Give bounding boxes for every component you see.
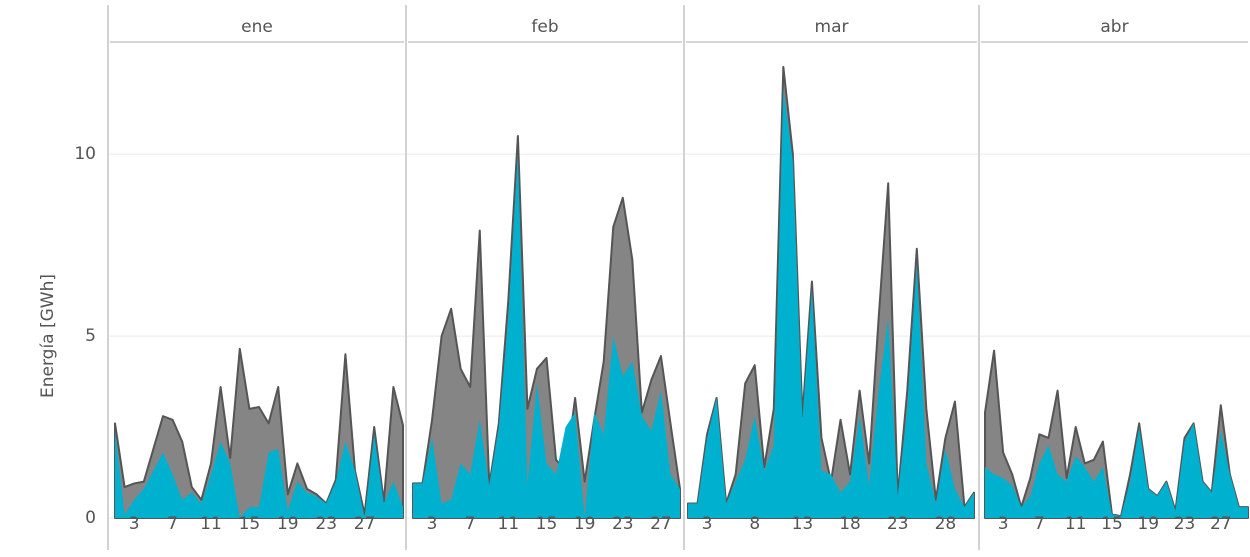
facet-title: mar: [815, 17, 849, 37]
x-tick-label: 3: [427, 514, 438, 534]
y-axis-label: Energía [GWh]: [38, 274, 58, 398]
area: [115, 430, 403, 518]
x-tick-label: 7: [465, 514, 476, 534]
y-tick-label: 0: [85, 508, 96, 528]
x-tick-label: 11: [1065, 514, 1087, 534]
x-tick-label: 13: [792, 514, 814, 534]
area: [688, 88, 974, 519]
x-tick-label: 19: [1137, 514, 1159, 534]
facet-title: feb: [531, 17, 558, 37]
y-tick-label: 5: [85, 326, 96, 346]
x-tick-label: 11: [498, 514, 520, 534]
x-tick-label: 15: [239, 514, 261, 534]
x-tick-label: 7: [167, 514, 178, 534]
x-tick-label: 23: [612, 514, 634, 534]
x-tick-label: 27: [1210, 514, 1232, 534]
x-tick-label: 19: [277, 514, 299, 534]
x-tick-label: 23: [887, 514, 909, 534]
x-tick-label: 27: [650, 514, 672, 534]
x-tick-label: 8: [749, 514, 760, 534]
x-tick-label: 27: [354, 514, 376, 534]
y-tick-label: 10: [74, 144, 96, 164]
x-tick-label: 19: [574, 514, 596, 534]
x-tick-label: 23: [1174, 514, 1196, 534]
x-tick-label: 3: [129, 514, 140, 534]
x-tick-label: 7: [1034, 514, 1045, 534]
x-tick-label: 23: [315, 514, 337, 534]
facet-title: ene: [241, 17, 273, 37]
x-tick-label: 11: [200, 514, 222, 534]
area: [114, 347, 404, 519]
area: [985, 423, 1248, 518]
area: [413, 154, 680, 518]
x-tick-label: 28: [935, 514, 957, 534]
x-tick-label: 15: [536, 514, 558, 534]
facet-title: abr: [1100, 17, 1128, 37]
x-tick-label: 15: [1101, 514, 1123, 534]
area: [687, 65, 975, 519]
x-tick-label: 3: [702, 514, 713, 534]
x-tick-label: 18: [839, 514, 861, 534]
x-tick-label: 3: [998, 514, 1009, 534]
